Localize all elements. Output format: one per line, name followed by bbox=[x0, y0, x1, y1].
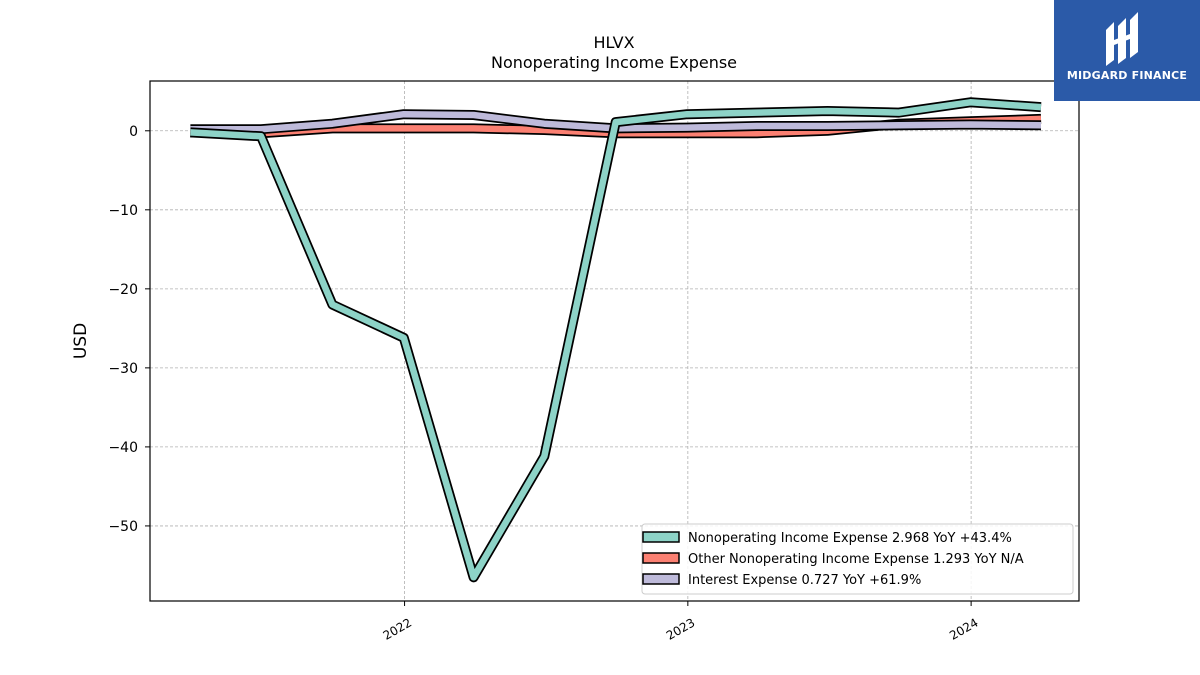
legend: Nonoperating Income Expense 2.968 YoY +4… bbox=[641, 523, 1074, 595]
x-tick-label: 2023 bbox=[664, 615, 697, 642]
midgard-logo-icon bbox=[1106, 12, 1138, 66]
y-tick-label: −40 bbox=[108, 440, 138, 456]
y-axis-label: USD bbox=[71, 323, 91, 359]
legend-swatch bbox=[642, 531, 680, 543]
brand-logo: MIDGARD FINANCE bbox=[1054, 0, 1200, 101]
legend-box bbox=[641, 523, 1074, 595]
y-axis: 0 −10 −20 −30 −40 −50 bbox=[108, 124, 150, 535]
x-axis: 2022 2023 2024 bbox=[381, 601, 981, 643]
legend-swatch bbox=[642, 552, 680, 564]
y-tick-label: −20 bbox=[108, 282, 138, 298]
legend-entry: Nonoperating Income Expense 2.968 YoY +4… bbox=[688, 531, 1012, 546]
legend-swatch bbox=[642, 573, 680, 585]
y-tick-label: 0 bbox=[129, 124, 138, 140]
chart-title: HLVX bbox=[593, 33, 634, 52]
x-tick-label: 2024 bbox=[947, 615, 980, 642]
series-line bbox=[190, 99, 1042, 581]
chart-subtitle: Nonoperating Income Expense bbox=[491, 53, 737, 72]
legend-entry: Interest Expense 0.727 YoY +61.9% bbox=[688, 573, 921, 588]
y-tick-label: −10 bbox=[108, 203, 138, 219]
series-outline bbox=[190, 97, 1042, 583]
legend-entry: Other Nonoperating Income Expense 1.293 … bbox=[688, 552, 1024, 567]
logo-text: MIDGARD FINANCE bbox=[1066, 69, 1188, 82]
y-tick-label: −30 bbox=[108, 361, 138, 377]
x-tick-label: 2022 bbox=[381, 615, 414, 642]
plot-area-frame bbox=[149, 80, 1080, 602]
y-tick-label: −50 bbox=[108, 519, 138, 535]
grid-lines bbox=[150, 81, 1079, 601]
series-layer bbox=[190, 97, 1042, 583]
